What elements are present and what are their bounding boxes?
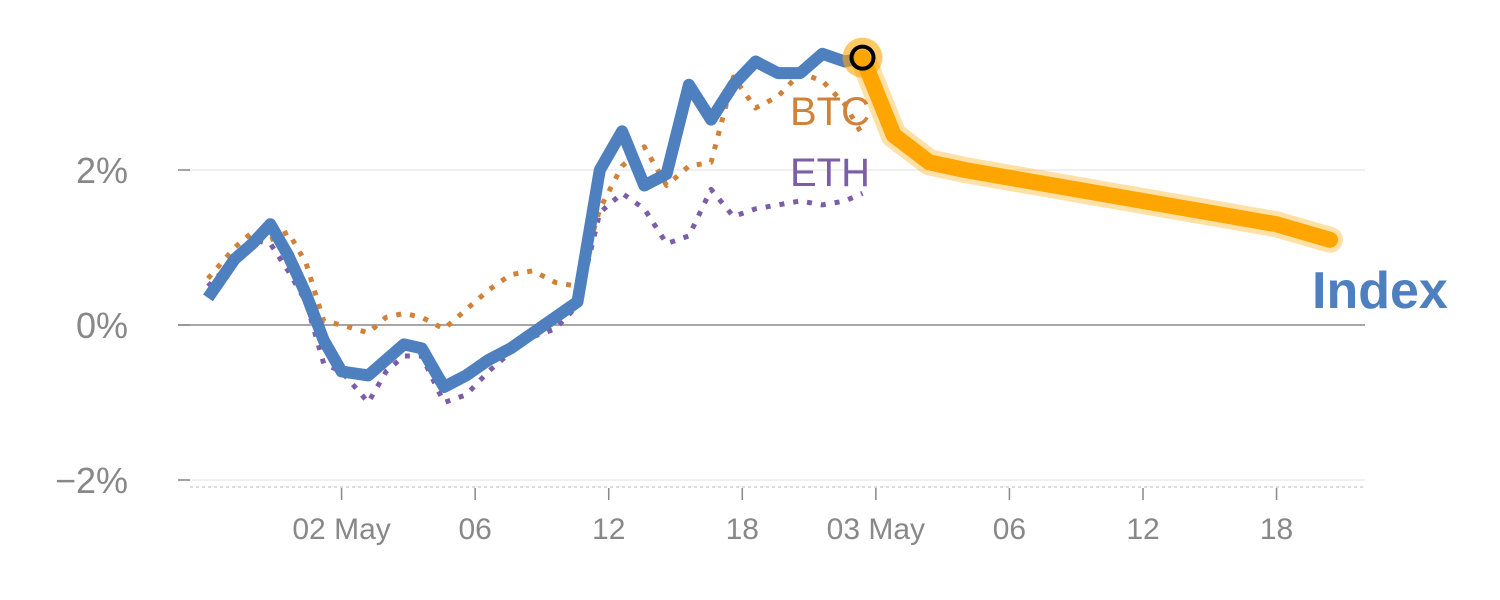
x-tick-label: 12 bbox=[1126, 513, 1159, 546]
index-label: Index bbox=[1312, 262, 1448, 320]
forecast-line bbox=[854, 49, 1338, 248]
eth-label: ETH bbox=[790, 151, 870, 195]
x-axis: 02 May 06 12 18 03 May 06 12 18 bbox=[190, 486, 1365, 546]
x-tick-label: 18 bbox=[1260, 513, 1293, 546]
x-tick-label: 06 bbox=[458, 513, 491, 546]
series-labels: BTC ETH Index bbox=[790, 90, 1448, 320]
y-tick-label: −2% bbox=[55, 460, 128, 501]
index-line bbox=[203, 47, 864, 393]
y-tick-label: 2% bbox=[76, 150, 128, 191]
btc-label: BTC bbox=[790, 90, 870, 134]
x-tick-label: 06 bbox=[993, 513, 1026, 546]
x-tick-label: 03 May bbox=[827, 513, 925, 546]
forecast-band bbox=[849, 44, 1343, 253]
current-point-marker bbox=[842, 37, 883, 78]
x-tick-label: 12 bbox=[592, 513, 625, 546]
y-tick-label: 0% bbox=[76, 305, 128, 346]
marker-ring bbox=[849, 44, 876, 71]
series-lines bbox=[203, 44, 1343, 405]
marker-halo bbox=[842, 37, 883, 78]
y-axis: 2% 0% −2% bbox=[55, 150, 190, 501]
x-tick-label: 02 May bbox=[292, 513, 390, 546]
x-tick-label: 18 bbox=[726, 513, 759, 546]
